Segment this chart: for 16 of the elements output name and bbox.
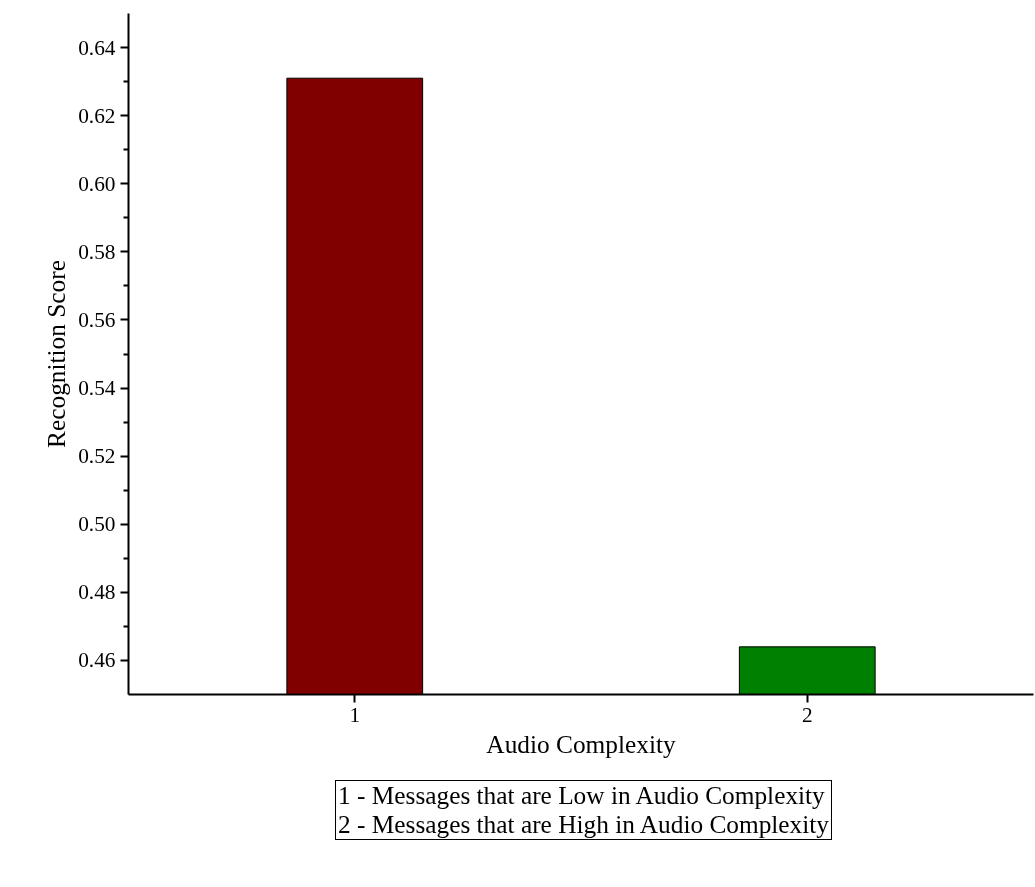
y-tick-label: 0.62 bbox=[78, 103, 116, 128]
text: 1 - Messages that are Low in Audio Complexity bbox=[338, 781, 826, 811]
y-tick-label: 0.46 bbox=[78, 648, 116, 673]
x-tick-label: 2 bbox=[801, 702, 813, 727]
y-tick-label: 0.52 bbox=[78, 444, 116, 469]
y-tick-label: 0.54 bbox=[78, 376, 116, 401]
y-tick-label: 0.56 bbox=[78, 307, 116, 332]
y-tick-label: 0.60 bbox=[78, 171, 116, 196]
y-tick-label: 0.58 bbox=[78, 239, 116, 264]
y-tick-label: 0.48 bbox=[78, 580, 116, 605]
text: 2 - Messages that are High in Audio Complexity bbox=[338, 810, 830, 840]
x-axis-title: Audio Complexity bbox=[486, 729, 676, 758]
x-tick-label: 1 bbox=[349, 702, 361, 727]
y-axis-title: Recognition Score bbox=[42, 260, 71, 448]
y-tick-label: 0.64 bbox=[78, 35, 116, 60]
y-tick-label: 0.50 bbox=[78, 512, 116, 537]
